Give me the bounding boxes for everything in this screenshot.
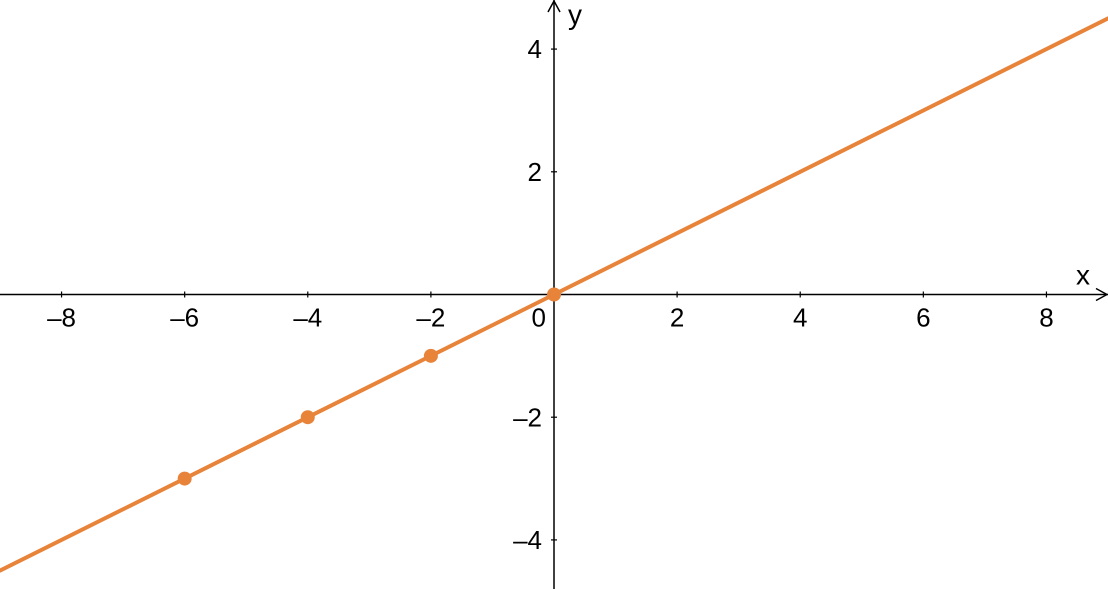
- x-tick-label: –6: [170, 303, 199, 333]
- series-point: [178, 472, 192, 486]
- y-tick-label: –2: [513, 402, 542, 432]
- x-tick-label: –8: [47, 303, 76, 333]
- series-point: [301, 410, 315, 424]
- x-tick-label: 4: [793, 303, 807, 333]
- series-point: [547, 288, 561, 302]
- series-point: [424, 349, 438, 363]
- y-tick-label: 2: [528, 157, 542, 187]
- x-tick-label: 0: [532, 303, 546, 333]
- y-tick-label: 4: [528, 34, 542, 64]
- x-tick-label: –4: [293, 303, 322, 333]
- x-tick-label: 6: [916, 303, 930, 333]
- y-axis-label: y: [568, 0, 582, 30]
- x-tick-label: –2: [416, 303, 445, 333]
- x-axis-label: x: [1076, 260, 1090, 291]
- y-tick-label: –4: [513, 525, 542, 555]
- x-tick-label: 8: [1039, 303, 1053, 333]
- line-chart: –8 –6 –4 –2 0 2 4 6 8 –4 –2 2 4 x y: [0, 0, 1108, 589]
- x-tick-label: 2: [670, 303, 684, 333]
